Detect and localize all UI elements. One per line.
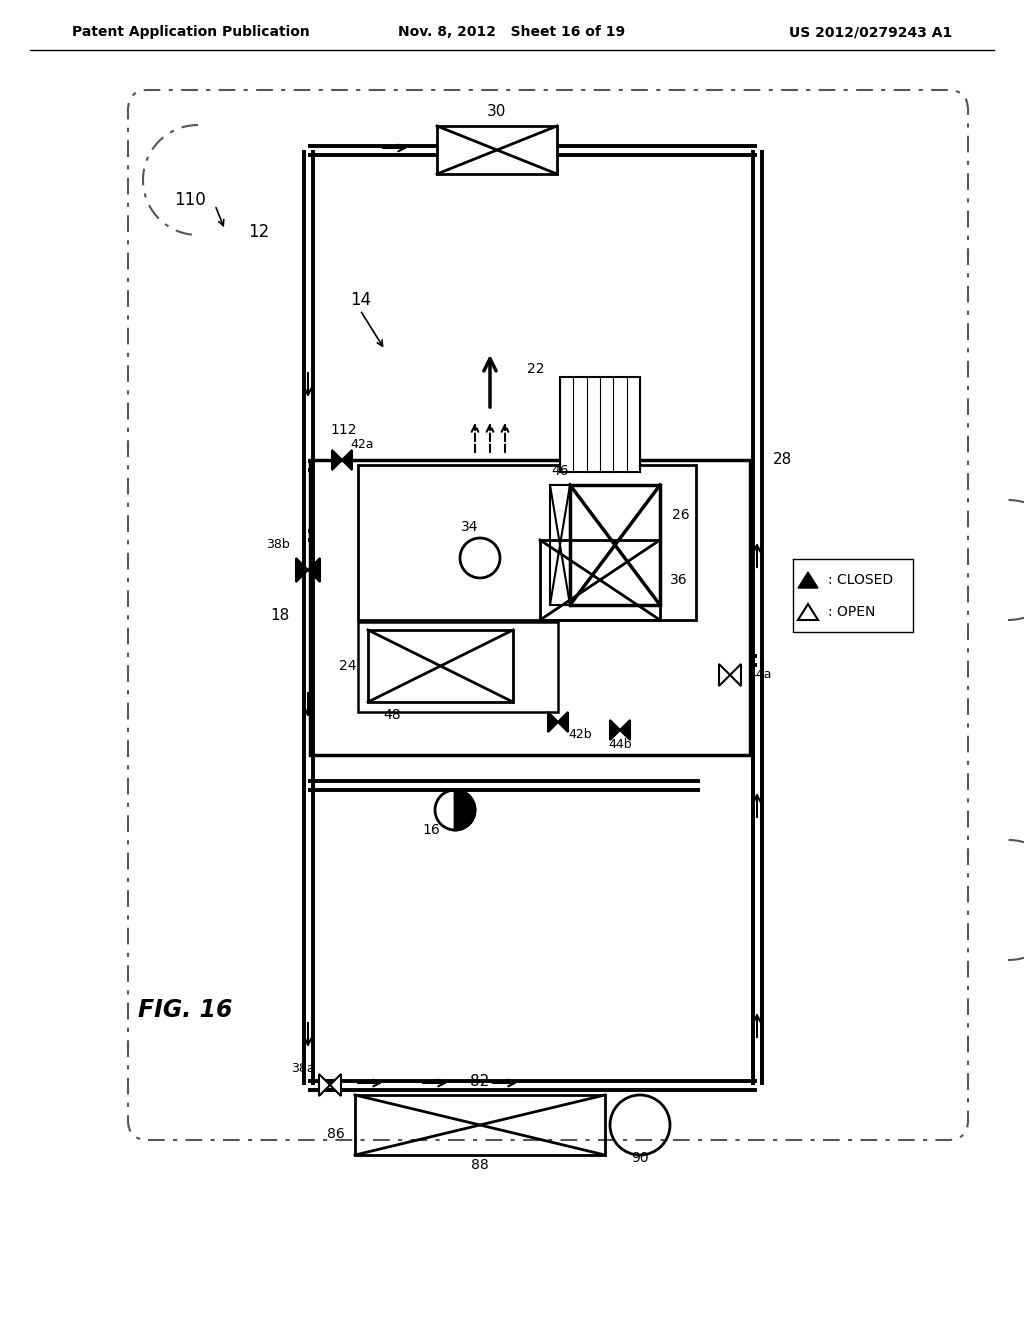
Text: 88: 88 <box>471 1158 488 1172</box>
Text: 22: 22 <box>527 362 545 376</box>
Text: FIG. 16: FIG. 16 <box>138 998 232 1022</box>
Text: 110: 110 <box>174 191 206 209</box>
Wedge shape <box>455 789 475 830</box>
Text: : CLOSED: : CLOSED <box>828 573 893 587</box>
Text: 44a: 44a <box>748 668 771 681</box>
Text: 30: 30 <box>487 104 507 120</box>
Text: 26: 26 <box>672 508 689 521</box>
Text: 42a: 42a <box>350 437 374 450</box>
Polygon shape <box>332 450 342 470</box>
Text: 34: 34 <box>461 520 479 535</box>
Text: 42b: 42b <box>568 727 592 741</box>
Polygon shape <box>730 664 741 686</box>
Polygon shape <box>620 719 630 741</box>
Text: US 2012/0279243 A1: US 2012/0279243 A1 <box>788 25 952 40</box>
Polygon shape <box>798 605 818 620</box>
Polygon shape <box>308 558 319 582</box>
Text: : OPEN: : OPEN <box>828 605 876 619</box>
Text: 90: 90 <box>631 1151 649 1166</box>
Text: 14: 14 <box>350 290 371 309</box>
Text: 82: 82 <box>470 1073 489 1089</box>
Text: 38b: 38b <box>266 537 290 550</box>
Polygon shape <box>798 572 818 587</box>
Text: 18: 18 <box>270 607 290 623</box>
Text: 48: 48 <box>383 708 400 722</box>
Text: 44b: 44b <box>608 738 632 751</box>
Polygon shape <box>558 711 568 733</box>
Text: 24: 24 <box>339 659 356 673</box>
Text: Patent Application Publication: Patent Application Publication <box>72 25 309 40</box>
Text: 86: 86 <box>328 1127 345 1140</box>
Text: 112: 112 <box>330 422 356 437</box>
Polygon shape <box>296 558 308 582</box>
Polygon shape <box>610 719 620 741</box>
Polygon shape <box>548 711 558 733</box>
Text: 46: 46 <box>551 465 568 478</box>
Text: 28: 28 <box>773 453 793 467</box>
Text: 12: 12 <box>248 223 269 242</box>
Polygon shape <box>330 1074 341 1096</box>
Text: 38a: 38a <box>292 1061 315 1074</box>
Polygon shape <box>342 450 352 470</box>
Polygon shape <box>560 378 640 473</box>
Text: 16: 16 <box>422 822 440 837</box>
Text: Nov. 8, 2012   Sheet 16 of 19: Nov. 8, 2012 Sheet 16 of 19 <box>398 25 626 40</box>
Text: 36: 36 <box>670 573 688 587</box>
Polygon shape <box>719 664 730 686</box>
Polygon shape <box>319 1074 330 1096</box>
